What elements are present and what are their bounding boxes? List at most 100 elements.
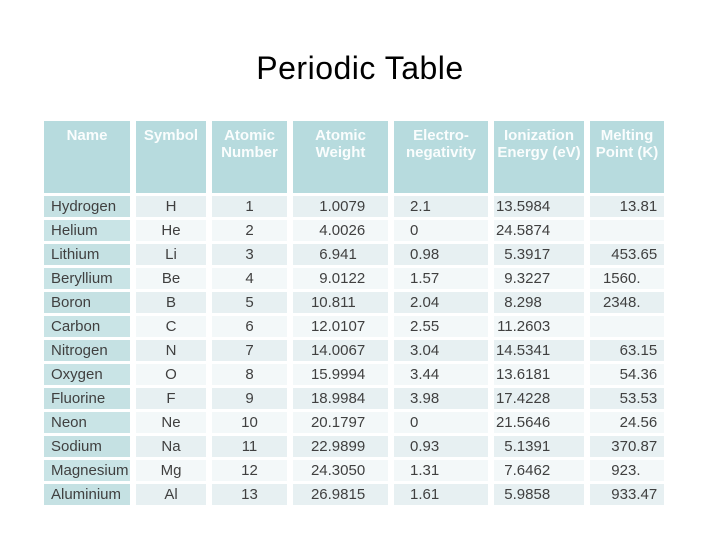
- cell-ionization-energy: 17.4228: [494, 388, 584, 409]
- cell-atomic-number: 8: [212, 364, 287, 385]
- table-row: Sodium Na 11 22.9899 0.93 5.1391 370.87: [44, 436, 664, 457]
- cell-atomic-number: 7: [212, 340, 287, 361]
- cell-atomic-weight: 10.811: [293, 292, 388, 313]
- column-header-symbol: Symbol: [136, 121, 206, 193]
- cell-ionization-energy: 7.6462: [494, 460, 584, 481]
- table-body: Hydrogen H 1 1.0079 2.1 13.5984 13.81 Helium He 2…: [44, 196, 664, 505]
- cell-atomic-number: 9: [212, 388, 287, 409]
- cell-atomic-number: 2: [212, 220, 287, 241]
- table-row: Beryllium Be 4 9.0122 1.57 9.3227 1560.: [44, 268, 664, 289]
- table-row: Carbon C 6 12.0107 2.55 11.2603: [44, 316, 664, 337]
- column-header-melting-point: Melting Point (K): [590, 121, 664, 193]
- cell-ionization-energy: 5.1391: [494, 436, 584, 457]
- cell-symbol: O: [136, 364, 206, 385]
- cell-name: Nitrogen: [44, 340, 130, 361]
- cell-melting-point: 1560.: [590, 268, 664, 289]
- cell-melting-point: 933.47: [590, 484, 664, 505]
- cell-melting-point: 370.87: [590, 436, 664, 457]
- column-header-atomic-weight: Atomic Weight: [293, 121, 388, 193]
- cell-atomic-weight: 24.3050: [293, 460, 388, 481]
- cell-symbol: Al: [136, 484, 206, 505]
- cell-name: Lithium: [44, 244, 130, 265]
- cell-melting-point: 63.15: [590, 340, 664, 361]
- cell-atomic-number: 4: [212, 268, 287, 289]
- cell-electronegativity: 1.57: [394, 268, 488, 289]
- cell-electronegativity: 0.98: [394, 244, 488, 265]
- cell-symbol: C: [136, 316, 206, 337]
- cell-symbol: B: [136, 292, 206, 313]
- cell-electronegativity: 0: [394, 220, 488, 241]
- table-row: Lithium Li 3 6.941 0.98 5.3917 453.65: [44, 244, 664, 265]
- table-row: Hydrogen H 1 1.0079 2.1 13.5984 13.81: [44, 196, 664, 217]
- cell-atomic-weight: 20.1797: [293, 412, 388, 433]
- column-header-name: Name: [44, 121, 130, 193]
- cell-atomic-number: 11: [212, 436, 287, 457]
- cell-electronegativity: 3.04: [394, 340, 488, 361]
- cell-melting-point: [590, 316, 664, 337]
- cell-name: Neon: [44, 412, 130, 433]
- cell-electronegativity: 2.55: [394, 316, 488, 337]
- cell-ionization-energy: 8.298: [494, 292, 584, 313]
- cell-electronegativity: 2.04: [394, 292, 488, 313]
- cell-name: Carbon: [44, 316, 130, 337]
- cell-name: Magnesium: [44, 460, 130, 481]
- cell-name: Beryllium: [44, 268, 130, 289]
- cell-symbol: F: [136, 388, 206, 409]
- cell-symbol: H: [136, 196, 206, 217]
- cell-melting-point: 53.53: [590, 388, 664, 409]
- cell-atomic-weight: 4.0026: [293, 220, 388, 241]
- cell-name: Oxygen: [44, 364, 130, 385]
- cell-name: Boron: [44, 292, 130, 313]
- table-row: Fluorine F 9 18.9984 3.98 17.4228 53.53: [44, 388, 664, 409]
- cell-symbol: Be: [136, 268, 206, 289]
- cell-ionization-energy: 13.6181: [494, 364, 584, 385]
- cell-melting-point: 13.81: [590, 196, 664, 217]
- cell-electronegativity: 2.1: [394, 196, 488, 217]
- cell-symbol: N: [136, 340, 206, 361]
- cell-electronegativity: 0: [394, 412, 488, 433]
- table-row: Helium He 2 4.0026 0 24.5874: [44, 220, 664, 241]
- cell-symbol: He: [136, 220, 206, 241]
- cell-atomic-weight: 18.9984: [293, 388, 388, 409]
- cell-ionization-energy: 14.5341: [494, 340, 584, 361]
- cell-melting-point: 2348.: [590, 292, 664, 313]
- column-header-electronegativity: Electro-negativity: [394, 121, 488, 193]
- cell-atomic-number: 13: [212, 484, 287, 505]
- cell-atomic-weight: 15.9994: [293, 364, 388, 385]
- cell-atomic-number: 10: [212, 412, 287, 433]
- cell-melting-point: 24.56: [590, 412, 664, 433]
- cell-electronegativity: 0.93: [394, 436, 488, 457]
- cell-atomic-weight: 1.0079: [293, 196, 388, 217]
- cell-electronegativity: 3.98: [394, 388, 488, 409]
- cell-electronegativity: 3.44: [394, 364, 488, 385]
- column-header-ionization-energy: Ionization Energy (eV): [494, 121, 584, 193]
- periodic-table: Name Symbol Atomic Number Atomic Weight …: [38, 118, 670, 508]
- cell-melting-point: 54.36: [590, 364, 664, 385]
- cell-name: Aluminium: [44, 484, 130, 505]
- cell-symbol: Ne: [136, 412, 206, 433]
- cell-atomic-number: 6: [212, 316, 287, 337]
- cell-atomic-weight: 9.0122: [293, 268, 388, 289]
- cell-atomic-weight: 6.941: [293, 244, 388, 265]
- cell-symbol: Na: [136, 436, 206, 457]
- table-row: Nitrogen N 7 14.0067 3.04 14.5341 63.15: [44, 340, 664, 361]
- cell-atomic-number: 12: [212, 460, 287, 481]
- cell-atomic-weight: 26.9815: [293, 484, 388, 505]
- cell-ionization-energy: 24.5874: [494, 220, 584, 241]
- cell-name: Helium: [44, 220, 130, 241]
- table-row: Oxygen O 8 15.9994 3.44 13.6181 54.36: [44, 364, 664, 385]
- cell-ionization-energy: 5.3917: [494, 244, 584, 265]
- cell-atomic-weight: 22.9899: [293, 436, 388, 457]
- cell-atomic-number: 1: [212, 196, 287, 217]
- cell-name: Hydrogen: [44, 196, 130, 217]
- cell-atomic-weight: 14.0067: [293, 340, 388, 361]
- cell-symbol: Li: [136, 244, 206, 265]
- cell-atomic-number: 5: [212, 292, 287, 313]
- table-row: Magnesium Mg 12 24.3050 1.31 7.6462 923.: [44, 460, 664, 481]
- cell-atomic-weight: 12.0107: [293, 316, 388, 337]
- page-title: Periodic Table: [256, 50, 464, 86]
- cell-ionization-energy: 13.5984: [494, 196, 584, 217]
- table-row: Boron B 5 10.811 2.04 8.298 2348.: [44, 292, 664, 313]
- cell-ionization-energy: 9.3227: [494, 268, 584, 289]
- cell-symbol: Mg: [136, 460, 206, 481]
